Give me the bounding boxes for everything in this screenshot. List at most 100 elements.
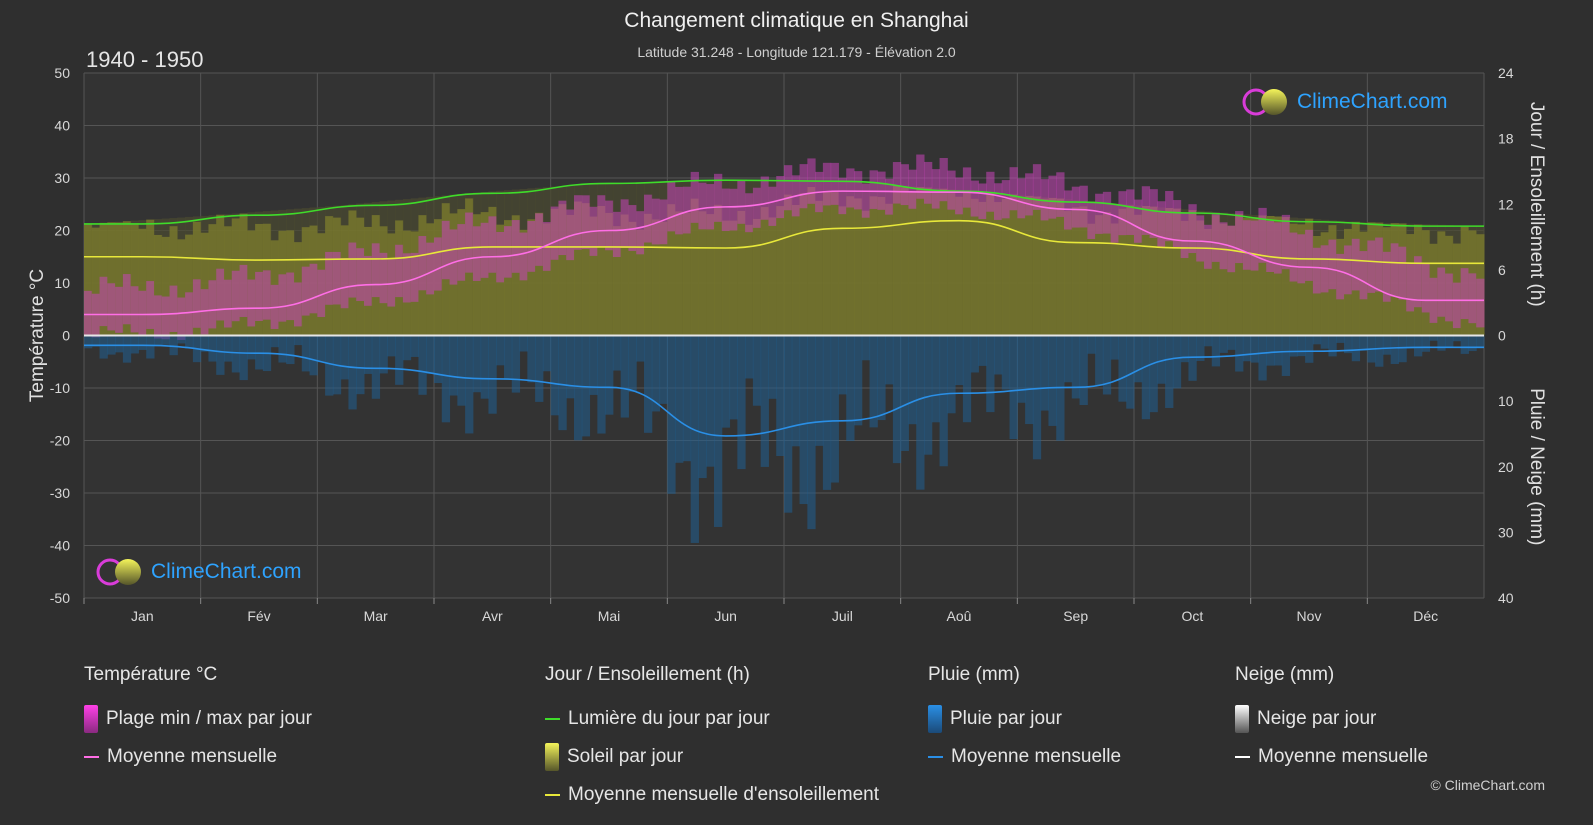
sunshine-bar [729, 220, 738, 336]
rain-bar [465, 335, 474, 434]
sunshine-bar [885, 203, 894, 336]
sunshine-bar [1281, 217, 1291, 336]
sunshine-bar [511, 215, 521, 336]
sunshine-bar [1235, 213, 1244, 336]
rain-bar [1421, 335, 1431, 352]
rain-bar [846, 335, 855, 442]
temp-range-bar [1219, 222, 1228, 270]
sunshine-bar [581, 203, 591, 336]
rain-bar [247, 335, 256, 360]
rain-bar [1452, 335, 1462, 342]
rain-bar [822, 335, 832, 490]
sunshine-bar [1110, 223, 1119, 336]
sunshine-bar [1102, 212, 1112, 336]
rain-bar [169, 335, 178, 356]
sunshine-bar [1017, 197, 1026, 336]
temp-range-bar [402, 253, 412, 303]
sunshine-bar [924, 187, 933, 336]
temp-range-bar [192, 279, 202, 328]
temp-range-bar [535, 213, 544, 266]
temp-range-bar [519, 232, 528, 281]
temp-range-bar [636, 211, 645, 255]
rain-bar [1328, 335, 1337, 357]
temp-range-bar [410, 252, 419, 302]
rain-bar [1305, 335, 1314, 363]
temp-range-bar [690, 171, 699, 223]
temp-range-bar [776, 175, 785, 219]
rain-bar [488, 335, 497, 414]
logo-text: ClimeChart.com [1297, 90, 1448, 113]
temp-range-bar [1040, 179, 1049, 221]
sunshine-bar [620, 214, 629, 336]
rain-bar [146, 335, 155, 359]
sunshine-bar [1087, 223, 1096, 336]
temp-range-bar [294, 282, 303, 327]
temp-range-bar [1351, 238, 1361, 291]
rain-bar [519, 335, 528, 352]
temp-range-bar [434, 237, 443, 291]
sunshine-bar [589, 216, 598, 336]
temp-range-bar [480, 222, 489, 278]
sunshine-bar [1180, 220, 1189, 336]
sunshine-bar [1040, 198, 1049, 336]
temp-range-bar [784, 165, 793, 211]
rain-bar [1126, 335, 1135, 409]
temp-range-bar [169, 285, 178, 332]
temp-range-bar [1095, 193, 1104, 234]
rain-bar [200, 335, 209, 352]
temp-range-bar [1305, 229, 1314, 281]
sunshine-bar [776, 206, 785, 336]
temp-range-bar [1398, 246, 1407, 300]
y-tick-label-right-sun: 12 [1498, 196, 1514, 212]
temp-range-bar [1235, 211, 1244, 264]
temp-range-bar [1242, 220, 1252, 270]
temp-range-bar [488, 216, 497, 273]
legend-label: Lumière du jour par jour [568, 708, 770, 729]
rain-bar [410, 335, 419, 357]
sunshine-bar [690, 198, 699, 336]
rain-bar [301, 335, 311, 372]
rain-bar [1476, 335, 1485, 349]
legend-label: Moyenne mensuelle [951, 746, 1122, 767]
sunshine-bar [192, 221, 202, 336]
rain-bar [1297, 335, 1306, 357]
logo-bottom[interactable]: ClimeChart.com [95, 556, 302, 588]
logo-top[interactable]: ClimeChart.com [1241, 86, 1448, 118]
sunshine-bar [978, 201, 987, 336]
sunshine-swatch [545, 743, 559, 771]
y-tick-label-right-sun: 24 [1498, 65, 1514, 81]
rain-bar [1204, 335, 1213, 347]
temp-range-bar [1025, 173, 1034, 216]
rain-bar [1359, 335, 1368, 351]
temp-range-bar [239, 264, 248, 317]
temp-range-bar [737, 179, 746, 224]
rain-bar [830, 335, 839, 483]
temp-range-bar [1359, 251, 1368, 300]
temp-range-bar [1188, 204, 1197, 254]
y-tick-label-right-rain: 20 [1498, 459, 1514, 475]
temp-range-bar [286, 272, 295, 321]
temp-range-bar [644, 194, 653, 243]
temp-range-bar [418, 236, 427, 291]
temp-range-bar [1312, 247, 1322, 294]
temp-range-bar [612, 211, 622, 257]
temp-range-bar [1258, 207, 1267, 263]
rain-bar [216, 335, 225, 375]
y-axis-title-right-sun: Jour / Ensoleillement (h) [1526, 102, 1547, 307]
range-swatch [84, 705, 98, 733]
temp-range-bar [939, 157, 948, 202]
sunshine-bar [161, 236, 171, 336]
rain-bar [784, 335, 793, 513]
temp-range-bar [566, 209, 575, 261]
temp-range-bar [91, 293, 101, 338]
rain-bar [1468, 335, 1477, 352]
rain-bar [115, 335, 124, 353]
rain-bar [729, 335, 738, 420]
temp-range-bar [1414, 256, 1423, 308]
temp-range-bar [1211, 212, 1221, 262]
temp-range-bar [846, 168, 855, 208]
rain-bar [877, 335, 886, 421]
temp-range-bar [605, 200, 614, 251]
legend-sun: Jour / Ensoleillement (h) Lumière du jou… [545, 664, 879, 814]
rain-bar [231, 335, 241, 373]
